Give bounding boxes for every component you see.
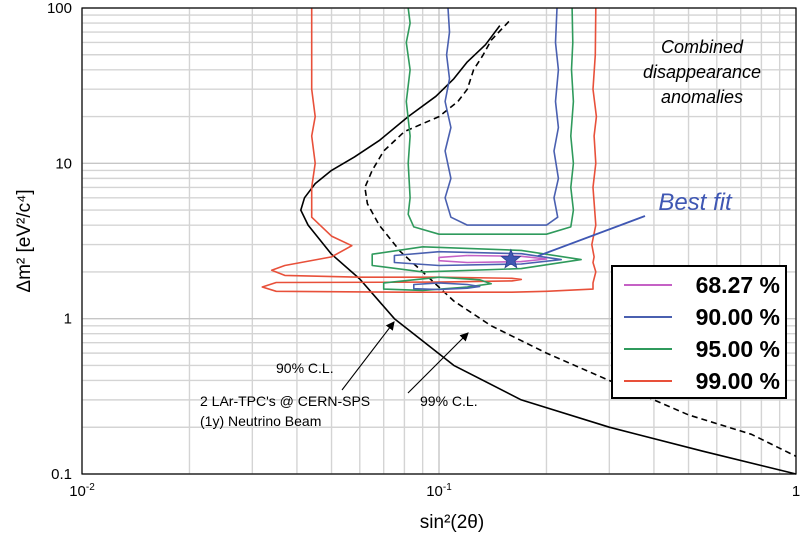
x-tick-label: 10-2 — [69, 482, 95, 500]
x-tick-label: 10-1 — [426, 482, 452, 500]
cl90-arrow — [341, 321, 395, 391]
curve-c99 — [261, 7, 598, 293]
legend-entry-label: 90.00 % — [696, 304, 780, 330]
y-tick-label: 10 — [55, 155, 72, 172]
curve-sens99 — [364, 20, 797, 458]
x-axis-label: sin²(2θ) — [420, 512, 484, 533]
experiment-label: (1y) Neutrino Beam — [200, 413, 321, 429]
cl99-arrow — [407, 332, 469, 394]
combined-anomalies-label: Combined — [661, 37, 744, 57]
x-tick-label: 1 — [792, 483, 800, 500]
y-tick-label: 100 — [47, 0, 72, 17]
legend-entry-label: 99.00 % — [696, 368, 780, 394]
legend-entry-label: 68.27 % — [696, 272, 780, 298]
plot-frame — [81, 7, 797, 475]
legend-box — [611, 265, 787, 399]
y-tick-label: 1 — [64, 311, 72, 328]
curve-c68 — [438, 254, 548, 264]
best-fit-arrow — [537, 215, 646, 257]
combined-anomalies-label: disappearance — [643, 62, 761, 82]
curve-c95 — [405, 7, 575, 235]
y-axis-label: Δm² [eV²/c⁴] — [14, 189, 35, 292]
curve-c90-low — [413, 282, 481, 291]
combined-anomalies-label: anomalies — [661, 87, 743, 107]
curve-c95-inner — [371, 246, 582, 273]
cl99-label: 99% C.L. — [420, 393, 478, 409]
y-tick-label: 0.1 — [51, 466, 72, 483]
best-fit-label: Best fit — [658, 189, 733, 216]
curve-c90-inner — [393, 250, 562, 267]
best-fit-star — [500, 248, 522, 269]
experiment-label: 2 LAr-TPC's @ CERN-SPS — [200, 393, 370, 409]
cl90-label: 90% C.L. — [276, 360, 334, 376]
legend-entry-label: 95.00 % — [696, 336, 780, 362]
curve-c90 — [444, 7, 560, 226]
